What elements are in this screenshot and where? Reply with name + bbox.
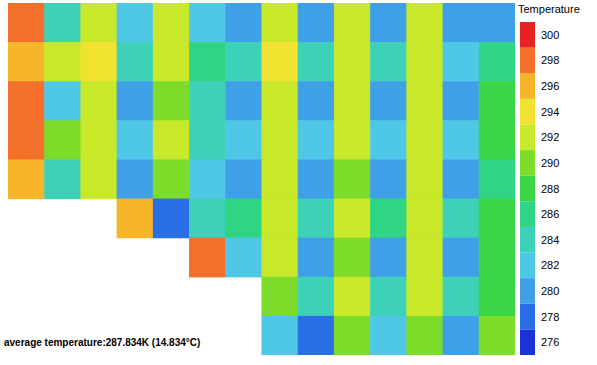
svg-text:284: 284: [541, 234, 559, 246]
svg-text:292: 292: [541, 131, 559, 143]
svg-text:290: 290: [541, 157, 559, 169]
svg-text:298: 298: [541, 54, 559, 66]
svg-text:286: 286: [541, 208, 559, 220]
svg-text:296: 296: [541, 80, 559, 92]
svg-text:294: 294: [541, 106, 559, 118]
svg-text:300: 300: [541, 29, 559, 41]
svg-text:280: 280: [541, 285, 559, 297]
svg-text:276: 276: [541, 336, 559, 348]
svg-text:288: 288: [541, 183, 559, 195]
html-text:average temperature:287.834K (: average temperature:287.834K (14.834°C): [4, 337, 201, 348]
svg-text:282: 282: [541, 259, 559, 271]
svg-text:278: 278: [541, 311, 559, 323]
html-text:Temperature: Temperature: [518, 3, 580, 15]
